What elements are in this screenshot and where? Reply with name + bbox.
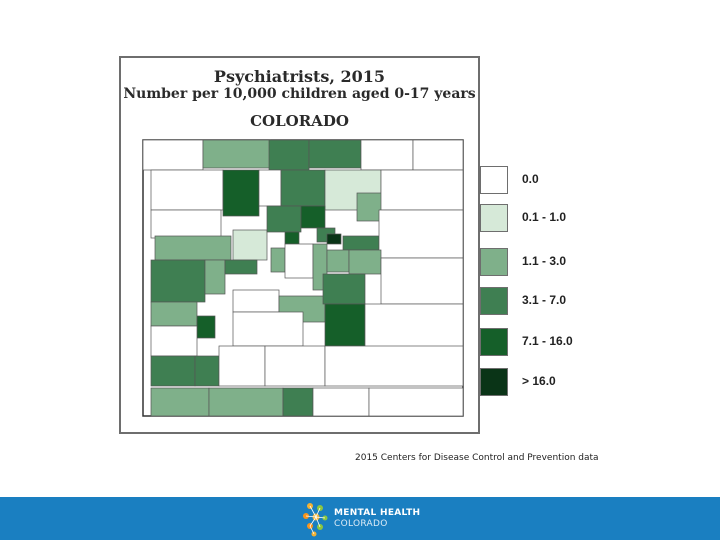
colorado-county-map <box>142 139 464 417</box>
county-archuleta <box>150 387 210 417</box>
legend-item: 7.1 - 16.0 <box>480 328 580 358</box>
logo-wordmark-line1: MENTAL HEALTH <box>334 508 421 518</box>
county-montezuma <box>150 355 196 387</box>
legend-label: 0.1 - 1.0 <box>522 210 567 224</box>
county-mineral <box>218 345 266 387</box>
county-larimer <box>280 169 326 207</box>
county-pueblo <box>324 303 366 347</box>
county-crowley <box>364 303 464 349</box>
county-eagle-west <box>154 235 232 261</box>
map-subtitle: Number per 10,000 children aged 0-17 yea… <box>123 86 476 102</box>
county-routt-north <box>202 139 272 169</box>
map-title: Psychiatrists, 2015 <box>213 67 386 86</box>
county-park <box>284 243 314 279</box>
county-la-plata <box>194 355 220 387</box>
county-arapahoe <box>326 233 342 245</box>
county-ouray <box>196 315 216 339</box>
map-figure: Psychiatrists, 2015 Number per 10,000 ch… <box>119 56 573 434</box>
county-moffat <box>142 139 204 171</box>
legend-label: 1.1 - 3.0 <box>522 254 567 268</box>
county-elbert-north <box>342 235 380 251</box>
county-washington <box>378 209 464 259</box>
legend-item: 3.1 - 7.0 <box>480 287 580 317</box>
legend-label: 0.0 <box>522 172 539 186</box>
legend-item: 0.1 - 1.0 <box>480 204 580 234</box>
legend-item: 0.0 <box>480 166 580 196</box>
county-conejos <box>208 387 284 417</box>
county-summit <box>266 205 302 233</box>
mental-health-colorado-logo: MENTAL HEALTH COLORADO <box>298 500 428 538</box>
legend-swatch <box>480 248 508 276</box>
county-el-paso <box>322 273 366 305</box>
network-head-icon <box>303 503 328 537</box>
county-weld-north <box>360 139 414 171</box>
legend-label: > 16.0 <box>522 374 556 388</box>
county-denver <box>284 231 300 245</box>
county-routt <box>222 169 260 217</box>
county-lincoln <box>348 249 382 275</box>
county-delta <box>204 259 226 295</box>
county-logan <box>412 139 464 171</box>
county-gunnison <box>224 259 258 275</box>
county-lake <box>270 247 286 273</box>
county-saguache <box>232 289 280 313</box>
legend-swatch <box>480 204 508 232</box>
legend-label: 7.1 - 16.0 <box>522 334 573 348</box>
county-eagle <box>232 229 268 261</box>
county-montrose <box>150 301 198 327</box>
county-garfield <box>150 209 222 239</box>
county-elbert <box>326 249 350 273</box>
county-hinsdale <box>232 311 304 347</box>
legend-swatch <box>480 287 508 315</box>
logo-wordmark-line2: COLORADO <box>334 519 388 529</box>
county-sedgwick <box>380 169 464 211</box>
county-jackson <box>268 139 310 171</box>
legend-item: > 16.0 <box>480 368 580 398</box>
county-baca <box>368 387 464 417</box>
county-larimer-north <box>308 139 362 169</box>
legend-swatch <box>480 368 508 396</box>
county-baca-west <box>312 387 370 417</box>
legend-item: 1.1 - 3.0 <box>480 248 580 278</box>
legend-swatch <box>480 166 508 194</box>
legend-swatch <box>480 328 508 356</box>
county-kit-carson <box>380 257 464 305</box>
legend-label: 3.1 - 7.0 <box>522 293 567 307</box>
source-caption: 2015 Centers for Disease Control and Pre… <box>355 453 599 463</box>
county-rio-blanco <box>150 169 224 211</box>
footer-bar <box>0 497 720 540</box>
county-dolores <box>150 325 198 357</box>
state-label: COLORADO <box>250 112 349 130</box>
county-huerfano <box>264 345 326 387</box>
county-las-animas <box>282 387 314 417</box>
county-boulder <box>300 205 326 229</box>
county-grand <box>258 169 282 207</box>
county-mesa <box>150 259 206 303</box>
county-bent <box>324 345 464 387</box>
